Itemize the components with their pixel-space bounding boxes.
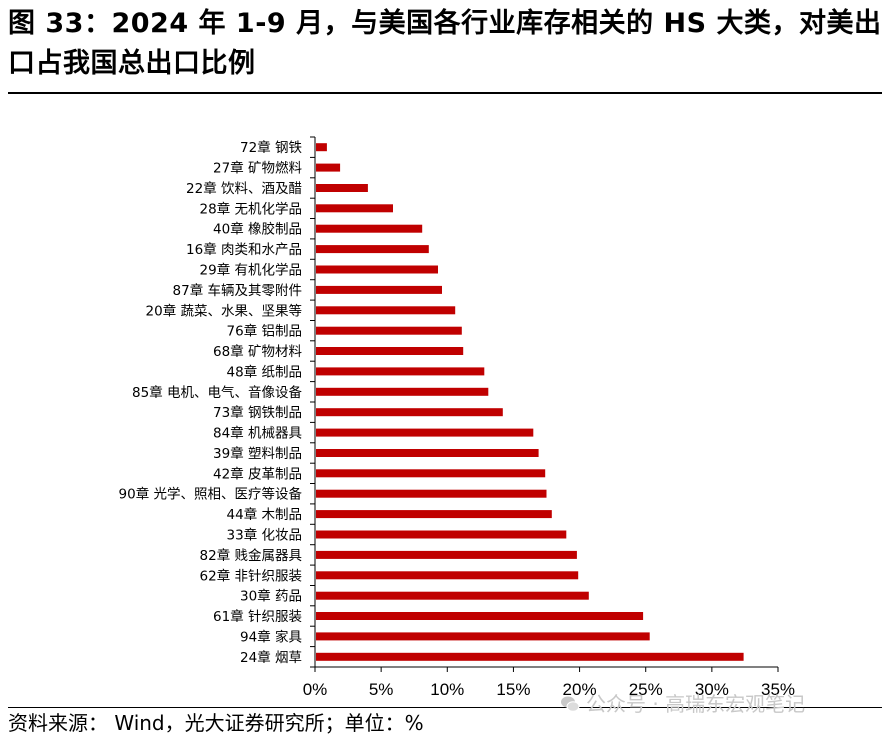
category-label: 22章 饮料、酒及醋 — [186, 180, 302, 197]
category-label: 44章 木制品 — [227, 506, 302, 523]
source-note: 资料来源： Wind，光大证券研究所；单位：% — [8, 711, 424, 735]
category-label: 30章 药品 — [240, 588, 302, 605]
bar — [316, 591, 589, 600]
category-label: 85章 电机、电气、音像设备 — [132, 384, 302, 401]
bar — [316, 367, 485, 376]
x-tick-label: 25% — [629, 680, 663, 699]
watermark-text: 公众号 · 高瑞东宏观笔记 — [586, 692, 806, 716]
x-tick-label: 15% — [496, 680, 530, 699]
bar — [316, 571, 579, 580]
category-label: 73章 钢铁制品 — [213, 404, 302, 421]
bar — [316, 184, 368, 192]
bar — [316, 306, 456, 315]
bar-chart: 72章 钢铁 27章 矿物燃料 22章 饮料、酒及醋 28章 无机化学品 40章 橡胶制… — [119, 136, 795, 699]
bar — [316, 387, 489, 396]
footer-rule — [8, 707, 882, 708]
category-label: 24章 烟草 — [240, 649, 302, 666]
category-label: 27章 矿物燃料 — [213, 160, 302, 177]
bar — [316, 347, 464, 355]
category-label: 16章 肉类和水产品 — [186, 241, 302, 258]
category-label: 90章 光学、照相、医疗等设备 — [119, 486, 303, 503]
x-tick-label: 10% — [430, 680, 464, 699]
bar — [316, 632, 650, 641]
category-label: 61章 针织服装 — [213, 608, 302, 625]
bar — [316, 326, 462, 335]
watermark: 公众号 · 高瑞东宏观笔记 — [560, 690, 805, 718]
bar — [316, 489, 547, 498]
category-label: 82章 贱金属器具 — [200, 547, 302, 564]
category-label: 94章 家具 — [240, 628, 302, 645]
category-label: 20章 蔬菜、水果、坚果等 — [146, 302, 302, 319]
x-tick-label: 20% — [563, 680, 597, 699]
category-label: 87章 车辆及其零附件 — [173, 282, 302, 299]
bar — [316, 245, 429, 254]
bar — [316, 510, 552, 519]
x-tick-label: 5% — [369, 680, 394, 699]
bar — [316, 469, 546, 478]
wechat-icon — [561, 696, 580, 712]
x-tick-label: 0% — [303, 680, 328, 699]
category-label: 48章 纸制品 — [227, 363, 302, 380]
bar — [316, 449, 539, 457]
bar — [316, 163, 341, 172]
x-tick-label: 35% — [761, 680, 795, 699]
bar — [316, 265, 438, 274]
bar — [316, 612, 644, 620]
bar — [316, 408, 503, 417]
title-rule — [8, 92, 882, 94]
category-label: 39章 塑料制品 — [213, 445, 302, 462]
category-label: 62章 非针织服装 — [200, 567, 302, 584]
category-label: 72章 钢铁 — [240, 139, 302, 156]
bar — [316, 285, 442, 294]
category-label: 29章 有机化学品 — [200, 262, 302, 279]
bar — [316, 550, 577, 559]
category-label: 84章 机械器具 — [213, 425, 302, 442]
bar — [316, 652, 744, 661]
bar — [316, 530, 567, 539]
bar — [316, 143, 327, 152]
chart-title: 图 33：2024 年 1-9 月，与美国各行业库存相关的 HS 大类，对美出口… — [8, 8, 882, 79]
category-label: 42章 皮革制品 — [213, 465, 302, 482]
category-label: 40章 橡胶制品 — [213, 221, 302, 238]
category-label: 76章 铝制品 — [227, 323, 302, 340]
category-label: 33章 化妆品 — [227, 527, 302, 544]
category-label: 68章 矿物材料 — [213, 343, 302, 360]
bar — [316, 224, 423, 233]
x-tick-label: 30% — [695, 680, 729, 699]
category-label: 28章 无机化学品 — [200, 200, 302, 217]
bar — [316, 428, 534, 437]
bar — [316, 204, 393, 213]
